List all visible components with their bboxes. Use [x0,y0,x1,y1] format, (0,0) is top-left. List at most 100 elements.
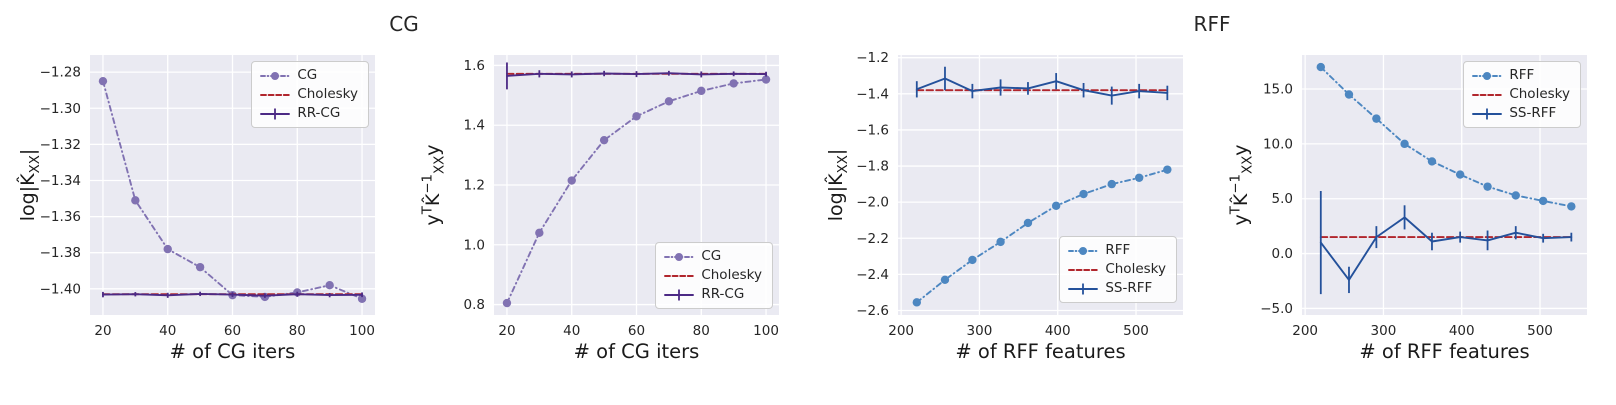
legend-line-sample-icon [260,71,291,80]
legend-line-sample-icon [1068,283,1099,294]
legend-label: SS-RFF [1509,105,1557,121]
y-axis-label: log|K̂XX| [825,148,851,222]
svg-text:−1.6: −1.6 [856,122,889,138]
x-axis-label: # of CG iters [573,340,700,363]
legend-label: Cholesky [1105,261,1166,277]
legend-line-sample-icon [260,93,291,96]
legend-item-cg: CG [664,249,762,264]
x-axis-label: # of RFF features [955,340,1126,363]
svg-text:1.2: 1.2 [464,178,485,194]
svg-text:−1.8: −1.8 [856,159,889,175]
group-title-cg: CG [389,12,419,36]
figure-group-cg: CG 20 40 60 80 100 −1.28 −1.30 −1.32 −1.34 −1.36 −… [0,0,808,400]
figure-group-rff: RFF 200 300 400 500 −1.2 −1.4 −1.6 −1.8 −2.0 −2.2… [808,0,1616,400]
svg-text:400: 400 [1045,323,1071,339]
svg-text:0.8: 0.8 [464,297,485,313]
legend-label: RFF [1105,242,1131,258]
legend: CG Cholesky RR-CG [655,242,773,309]
x-axis-label: # of CG iters [169,340,296,363]
legend-label: RR-CG [297,105,341,121]
svg-text:60: 60 [628,323,645,339]
chart-cell-cg-logdet: 20 40 60 80 100 −1.28 −1.30 −1.32 −1.34 −1.36 −1.3… [0,40,404,400]
x-axis-label: # of RFF features [1359,340,1530,363]
svg-text:40: 40 [563,323,580,339]
svg-text:−1.4: −1.4 [856,86,889,102]
svg-text:−5.0: −5.0 [1260,301,1293,317]
legend-label: RFF [1509,67,1535,83]
charts-row-cg: 20 40 60 80 100 −1.28 −1.30 −1.32 −1.34 −1.36 −1.3… [0,40,808,400]
y-axis-label: log|K̂XX| [17,148,43,222]
legend: CG Cholesky RR-CG [251,61,369,128]
svg-text:−2.4: −2.4 [856,267,889,283]
legend-line-sample-icon [1472,71,1503,80]
legend-item-rff: RFF [1068,243,1166,258]
legend-line-sample-icon [1068,268,1099,271]
legend-item-ss-rff: SS-RFF [1068,281,1166,296]
svg-text:60: 60 [224,323,241,339]
svg-text:200: 200 [888,323,914,339]
legend-label: Cholesky [1509,86,1570,102]
legend-line-sample-icon [1472,93,1503,96]
legend-line-sample-icon [664,289,695,300]
svg-text:5.0: 5.0 [1272,191,1293,207]
legend-item-ss-rff: SS-RFF [1472,106,1570,121]
svg-text:20: 20 [94,323,111,339]
legend-item-cholesky: Cholesky [664,268,762,283]
svg-text:−2.6: −2.6 [856,303,889,319]
svg-text:−1.28: −1.28 [40,65,81,81]
svg-text:80: 80 [289,323,306,339]
svg-text:−1.30: −1.30 [40,101,81,117]
legend-label: CG [701,248,722,264]
svg-text:−2.2: −2.2 [856,231,889,247]
svg-text:−1.2: −1.2 [856,50,889,66]
svg-text:−2.0: −2.0 [856,195,889,211]
legend-label: Cholesky [297,86,358,102]
legend-line-sample-icon [1472,108,1503,119]
svg-text:40: 40 [159,323,176,339]
svg-text:1.6: 1.6 [464,58,485,74]
svg-text:300: 300 [1371,323,1397,339]
legend-item-rff: RFF [1472,68,1570,83]
svg-text:300: 300 [967,323,993,339]
svg-text:100: 100 [753,323,779,339]
legend-label: SS-RFF [1105,280,1153,296]
legend-item-rr-cg: RR-CG [664,287,762,302]
svg-text:−1.36: −1.36 [40,209,81,225]
svg-text:−1.40: −1.40 [40,281,81,297]
legend-label: RR-CG [701,286,745,302]
svg-text:−1.34: −1.34 [40,173,81,189]
svg-text:100: 100 [349,323,375,339]
chart-cell-rff-logdet: 200 300 400 500 −1.2 −1.4 −1.6 −1.8 −2.0 −2.2 −2.4… [808,40,1212,400]
group-title-rff: RFF [1193,12,1231,36]
legend-item-rr-cg: RR-CG [260,106,358,121]
y-axis-label: yTK̂−1XXy [1228,144,1256,226]
legend: RFF Cholesky SS-RFF [1059,236,1177,303]
charts-row-rff: 200 300 400 500 −1.2 −1.4 −1.6 −1.8 −2.0 −2.2 −2.4… [808,40,1616,400]
legend-line-sample-icon [664,252,695,261]
legend-line-sample-icon [1068,246,1099,255]
svg-text:10.0: 10.0 [1263,136,1293,152]
svg-text:200: 200 [1292,323,1318,339]
svg-text:400: 400 [1449,323,1475,339]
svg-text:20: 20 [498,323,515,339]
legend-item-cholesky: Cholesky [1068,262,1166,277]
chart-cell-rff-quadform: 200 300 400 500 −5.0 0.0 5.0 10.0 15.0 yTK̂−1XXy… [1212,40,1616,400]
plot-canvas: 200 300 400 500 −1.2 −1.4 −1.6 −1.8 −2.0 −2.2 −2.4… [856,50,1183,339]
svg-text:−1.38: −1.38 [40,245,81,261]
svg-text:80: 80 [693,323,710,339]
legend-label: CG [297,67,318,83]
svg-text:1.4: 1.4 [464,118,485,134]
y-axis-label: yTK̂−1XXy [420,144,448,226]
legend: RFF Cholesky SS-RFF [1463,61,1581,128]
svg-text:500: 500 [1123,323,1149,339]
svg-text:−1.32: −1.32 [40,137,81,153]
svg-text:1.0: 1.0 [464,237,485,253]
legend-line-sample-icon [260,108,291,119]
svg-text:0.0: 0.0 [1272,246,1293,262]
svg-text:15.0: 15.0 [1263,82,1293,98]
legend-item-cholesky: Cholesky [1472,87,1570,102]
legend-label: Cholesky [701,267,762,283]
legend-item-cholesky: Cholesky [260,87,358,102]
legend-line-sample-icon [664,274,695,277]
